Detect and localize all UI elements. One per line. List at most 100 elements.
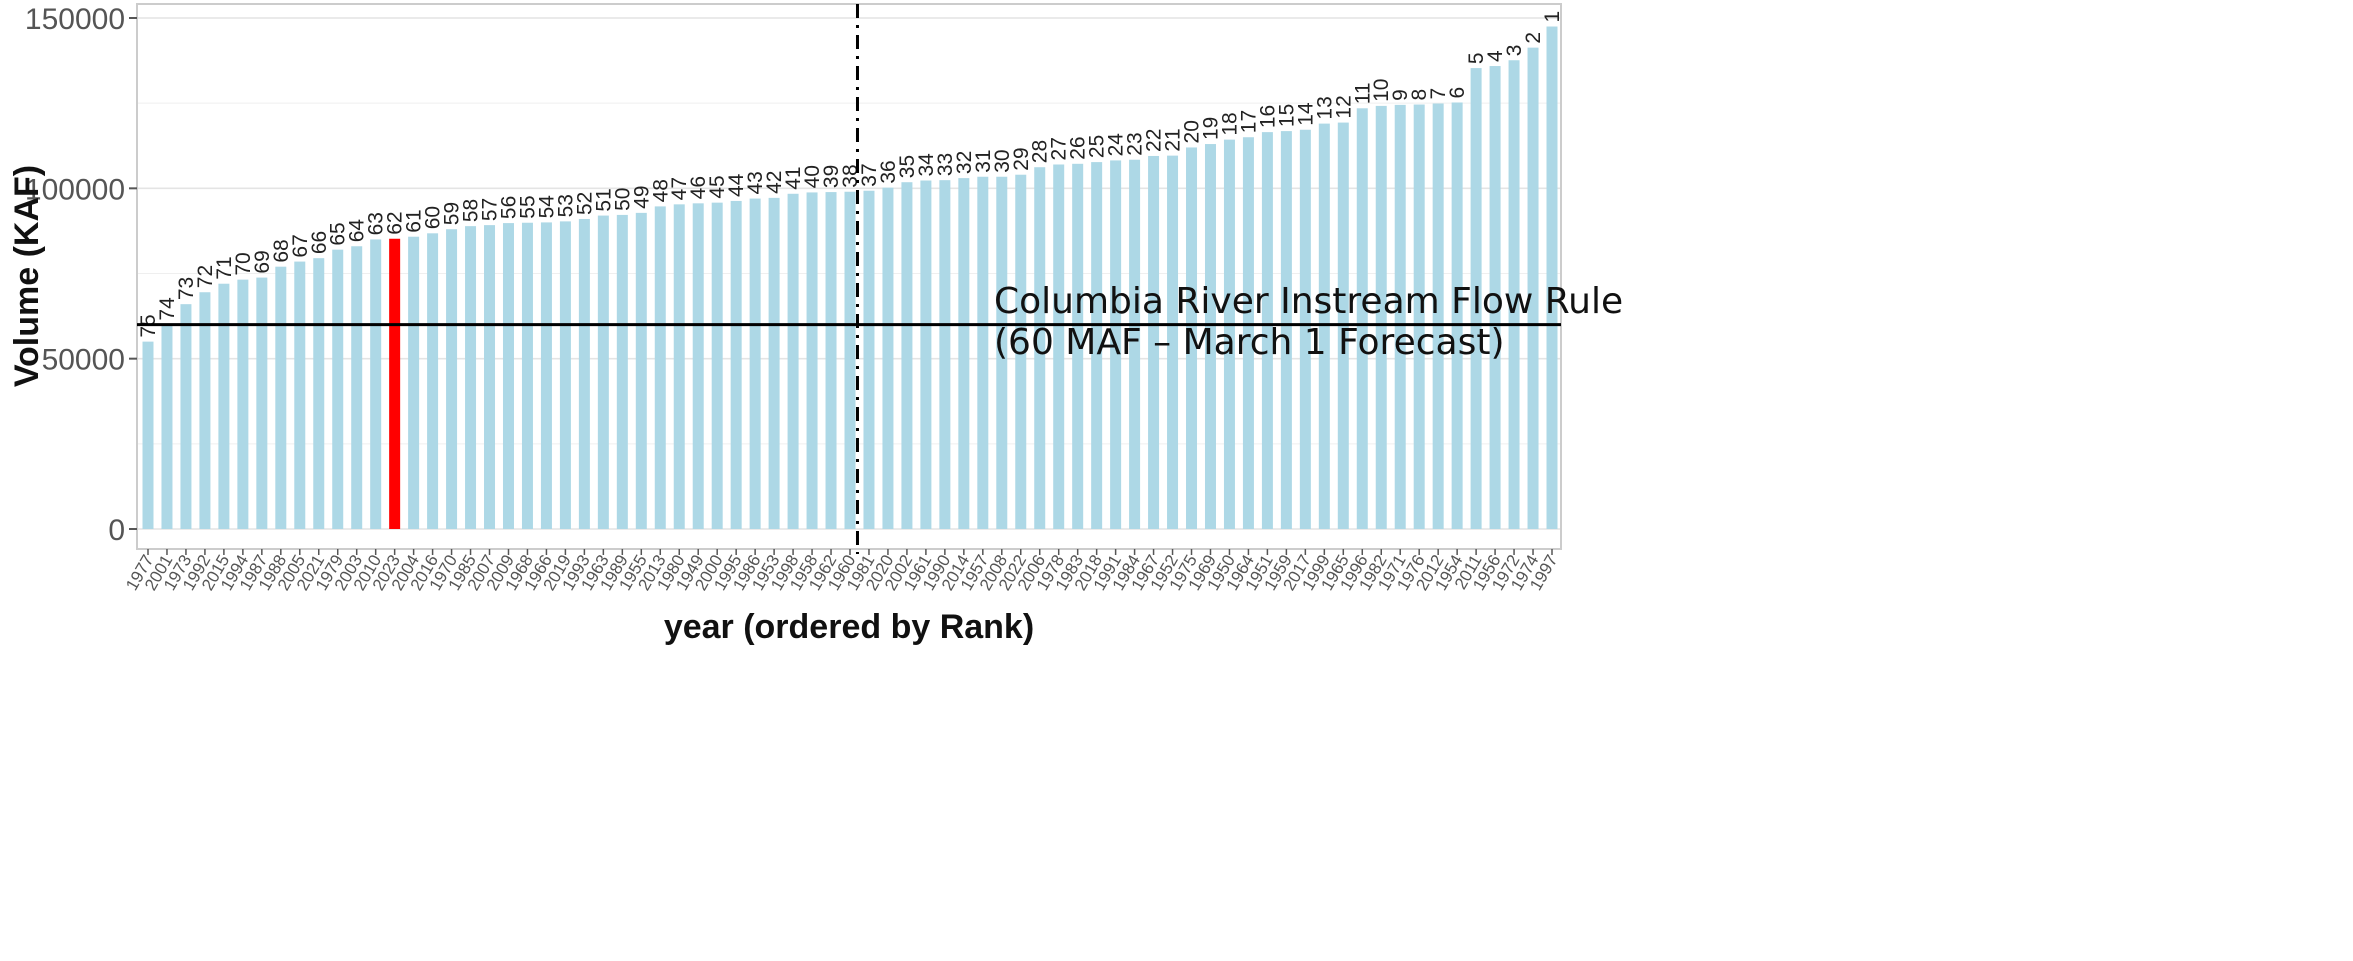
bar-rank-label: 15 — [1275, 104, 1298, 127]
bar-rank-label: 56 — [497, 196, 520, 219]
bar-rank-label: 14 — [1294, 102, 1317, 126]
bar — [332, 249, 344, 530]
bar — [996, 176, 1008, 529]
bar — [446, 229, 458, 530]
y-tick-label: 100000 — [25, 173, 125, 206]
bar — [256, 277, 268, 529]
reference-line-label-2: (60 MAF – March 1 Forecast) — [994, 322, 1505, 363]
bar — [1261, 132, 1273, 529]
bar — [408, 236, 420, 529]
bar — [180, 304, 192, 529]
bar — [692, 203, 704, 529]
bar — [1242, 137, 1254, 529]
bar-rank-label: 9 — [1389, 89, 1412, 101]
bar-rank-label: 58 — [460, 199, 483, 222]
bars — [142, 26, 1558, 530]
bar — [578, 218, 590, 529]
bar-rank-label: 49 — [630, 186, 653, 209]
bar-rank-label: 46 — [687, 176, 710, 199]
bar-rank-label: 53 — [554, 194, 577, 217]
bar-rank-label: 74 — [156, 297, 179, 321]
bar — [768, 197, 780, 529]
bar — [275, 266, 287, 529]
bar — [161, 324, 173, 529]
bar-rank-label: 39 — [820, 165, 843, 188]
bar — [1356, 108, 1368, 529]
bar-rank-label: 4 — [1484, 50, 1507, 62]
bar — [1091, 162, 1103, 530]
bar — [654, 206, 666, 529]
bar-rank-label: 16 — [1256, 105, 1279, 128]
bar-rank-label: 72 — [194, 265, 217, 288]
bar — [1470, 68, 1482, 529]
bar-rank-label: 44 — [725, 173, 748, 197]
bar — [1148, 155, 1160, 529]
bar-rank-label: 1 — [1541, 11, 1564, 23]
bar — [616, 214, 628, 529]
bar-rank-label: 40 — [801, 165, 824, 188]
bar — [1299, 129, 1311, 530]
bar — [427, 233, 439, 529]
bar — [502, 223, 514, 529]
bar-rank-label: 42 — [763, 171, 786, 194]
bar-rank-label: 18 — [1218, 112, 1241, 135]
bar — [730, 200, 742, 530]
bar — [1432, 103, 1444, 530]
bar-rank-label: 50 — [611, 188, 634, 211]
bar-rank-label: 27 — [1048, 137, 1071, 160]
bar — [540, 222, 552, 529]
bar — [749, 198, 761, 529]
bar-rank-label: 31 — [972, 149, 995, 172]
bar-rank-label: 60 — [422, 206, 445, 229]
bar-rank-label: 21 — [1162, 128, 1185, 151]
bar — [370, 239, 382, 529]
y-tick-label: 50000 — [42, 344, 125, 377]
bar — [977, 176, 989, 529]
bar-rank-label: 11 — [1351, 82, 1374, 104]
bar — [1223, 139, 1235, 530]
bar — [142, 341, 154, 529]
bar — [484, 225, 496, 529]
bar — [1015, 174, 1027, 529]
bar — [844, 191, 856, 530]
bar-rank-label: 3 — [1503, 45, 1526, 57]
bar-rank-label: 37 — [858, 163, 881, 186]
bar — [313, 258, 325, 529]
bar-rank-label: 28 — [1029, 140, 1052, 163]
bar-rank-label: 55 — [516, 195, 539, 218]
bar-rank-label: 51 — [592, 188, 615, 211]
bar — [920, 180, 932, 530]
bar — [199, 292, 211, 529]
bar-rank-label: 34 — [915, 153, 938, 177]
y-tick-label: 0 — [108, 514, 125, 547]
bar-rank-label: 7 — [1427, 88, 1450, 100]
bar-rank-label: 29 — [1010, 147, 1033, 170]
bar-rank-label: 57 — [479, 198, 502, 221]
bar — [882, 187, 894, 530]
bar — [958, 178, 970, 529]
bar-rank-label: 20 — [1181, 120, 1204, 143]
bar-rank-label: 70 — [232, 252, 255, 275]
bar-rank-label: 25 — [1086, 135, 1109, 158]
bar-rank-label: 71 — [213, 256, 236, 279]
y-axis-title: Volume (KAF) — [8, 165, 46, 387]
bar-rank-label: 23 — [1124, 132, 1147, 155]
bar-highlight — [389, 238, 401, 529]
bar — [294, 261, 306, 529]
bar-rank-label: 12 — [1332, 95, 1355, 118]
bar — [1129, 159, 1141, 529]
bar-rank-label: 5 — [1465, 52, 1488, 64]
bar-rank-label: 64 — [346, 219, 369, 243]
bar — [237, 279, 249, 529]
bar-rank-label: 67 — [289, 234, 312, 257]
bar — [1413, 104, 1425, 530]
bar — [1204, 144, 1216, 529]
bar-rank-label: 69 — [251, 250, 274, 273]
bar — [1318, 123, 1330, 530]
bar — [218, 283, 230, 529]
bar-rank-label: 45 — [706, 175, 729, 198]
bar — [1280, 131, 1292, 530]
bar — [597, 215, 609, 529]
y-axis-ticks: 0 50000 100000 150000 — [25, 3, 137, 547]
bar — [635, 212, 647, 529]
